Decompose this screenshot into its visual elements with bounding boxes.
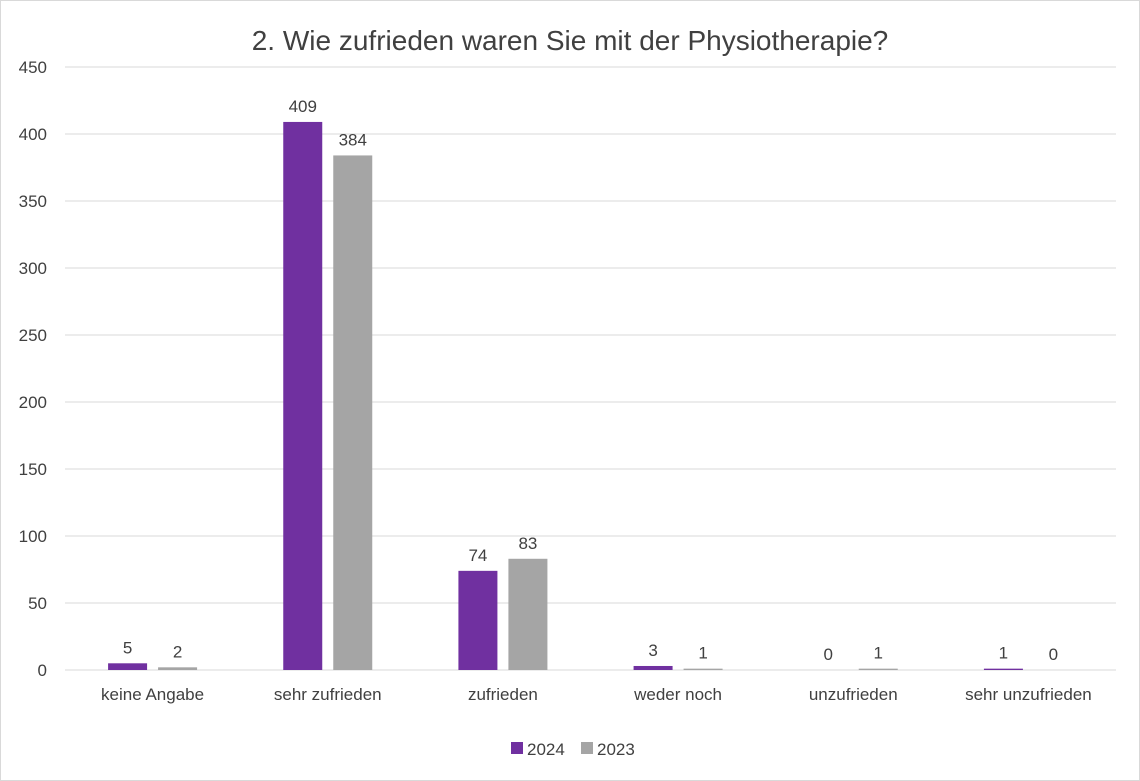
- y-tick-label: 50: [28, 594, 47, 613]
- bar-2023: [158, 667, 198, 670]
- data-label: 3: [648, 641, 657, 660]
- y-tick-label: 100: [19, 527, 47, 546]
- x-category-label: sehr zufrieden: [274, 685, 382, 704]
- data-label: 0: [824, 645, 833, 664]
- y-tick-label: 150: [19, 460, 47, 479]
- data-label: 1: [999, 644, 1008, 663]
- y-tick-label: 200: [19, 393, 47, 412]
- bar-2024: [108, 663, 148, 670]
- y-tick-label: 450: [19, 58, 47, 77]
- y-tick-label: 250: [19, 326, 47, 345]
- x-category-label: unzufrieden: [809, 685, 898, 704]
- y-tick-label: 0: [38, 661, 47, 680]
- gridlines: [65, 66, 1116, 671]
- x-category-label: weder noch: [633, 685, 722, 704]
- data-label: 0: [1049, 645, 1058, 664]
- bar-2024: [983, 668, 1023, 670]
- bar-2023: [683, 668, 723, 670]
- y-axis-ticks: 0 50 100 150 200 250 300 350 400 450: [19, 58, 47, 680]
- legend-swatch: [511, 742, 523, 754]
- bar-2024: [633, 665, 673, 670]
- data-label: 83: [518, 534, 537, 553]
- bars: [108, 121, 1023, 670]
- x-category-label: zufrieden: [468, 685, 538, 704]
- data-label: 74: [468, 546, 487, 565]
- data-label: 409: [289, 97, 317, 116]
- x-axis-categories: keine Angabe sehr zufrieden zufrieden weder…: [101, 685, 1092, 704]
- x-category-label: keine Angabe: [101, 685, 204, 704]
- data-label: 2: [173, 642, 182, 661]
- data-label: 1: [874, 644, 883, 663]
- bar-2023: [858, 668, 898, 670]
- y-tick-label: 400: [19, 125, 47, 144]
- data-label: 384: [339, 130, 367, 149]
- y-tick-label: 350: [19, 192, 47, 211]
- legend-label: 2024: [527, 740, 565, 759]
- data-label: 1: [698, 644, 707, 663]
- data-label: 5: [123, 638, 132, 657]
- data-labels: 5 2 409 384 74 83 3 1 0 1 1 0: [123, 97, 1058, 664]
- legend-label: 2023: [597, 740, 635, 759]
- bar-2023: [508, 558, 548, 670]
- x-category-label: sehr unzufrieden: [965, 685, 1092, 704]
- legend-swatch: [581, 742, 593, 754]
- legend: 2024 2023: [511, 740, 635, 759]
- bar-2023: [333, 155, 373, 670]
- y-tick-label: 300: [19, 259, 47, 278]
- chart-title: 2. Wie zufrieden waren Sie mit der Physi…: [252, 25, 889, 56]
- bar-2024: [283, 121, 323, 670]
- bar-2024: [458, 570, 498, 670]
